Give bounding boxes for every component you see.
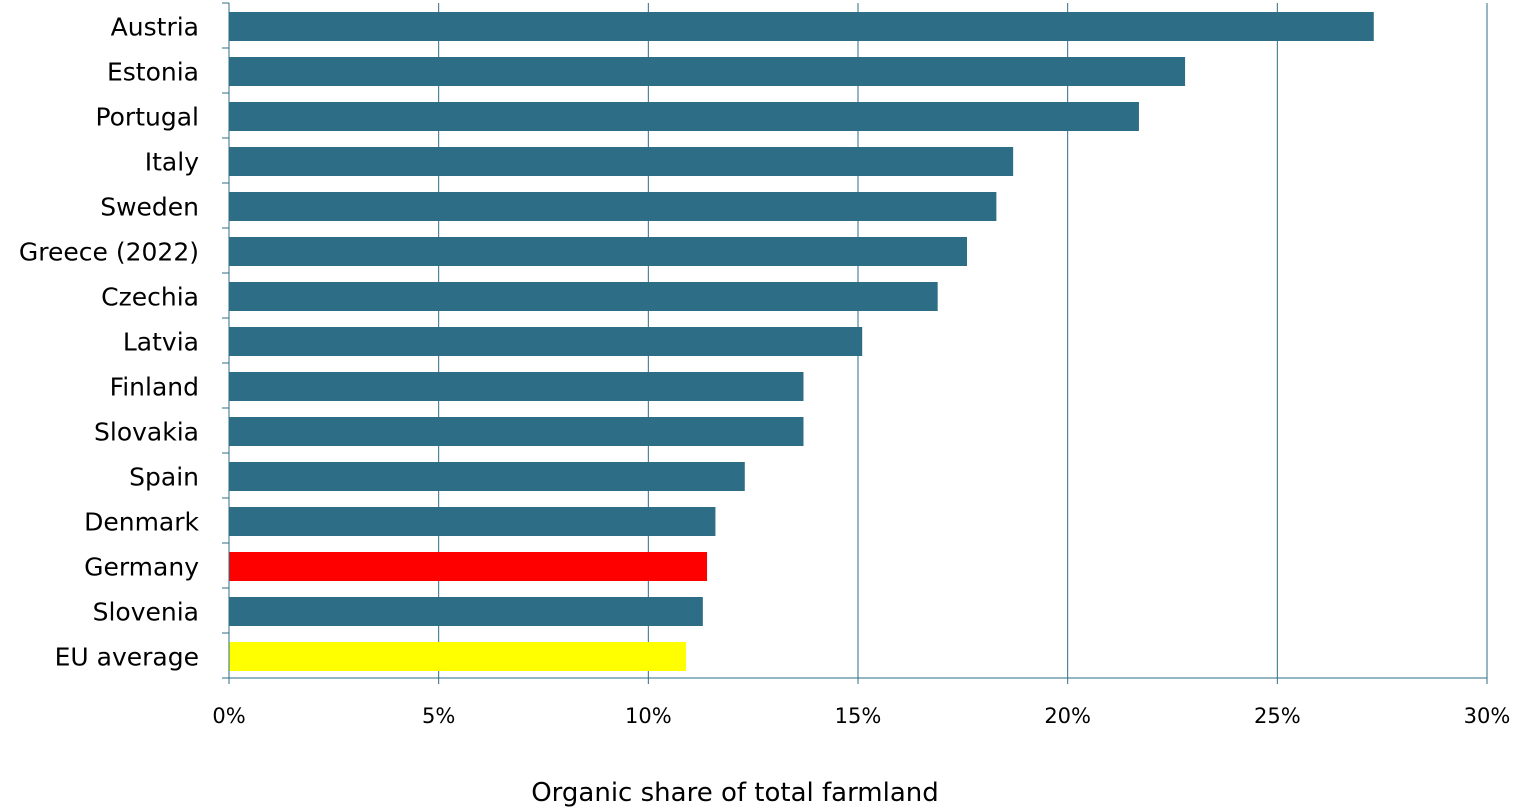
category-label: Latvia <box>123 328 199 357</box>
x-tick-label: 0% <box>212 704 245 728</box>
category-label: Germany <box>84 553 199 582</box>
bars <box>229 12 1374 671</box>
bar-portugal <box>229 102 1139 131</box>
bar-italy <box>229 147 1014 176</box>
bar-slovenia <box>229 597 703 626</box>
bar-germany <box>229 552 708 581</box>
category-label: Finland <box>110 373 199 402</box>
category-label: Greece (2022) <box>19 238 199 267</box>
bar-austria <box>229 12 1374 41</box>
x-tick-label: 30% <box>1464 704 1511 728</box>
category-label: Sweden <box>100 193 199 222</box>
category-labels: Austria Estonia Portugal Italy Sweden Greece … <box>19 13 200 672</box>
x-axis-title: Organic share of total farmland <box>531 778 939 808</box>
category-label: Slovenia <box>93 598 199 627</box>
axes <box>222 2 1488 684</box>
category-label: Spain <box>129 463 199 492</box>
category-label: EU average <box>55 643 199 672</box>
category-label: Estonia <box>107 58 199 87</box>
category-label: Italy <box>145 148 199 177</box>
bar-estonia <box>229 57 1186 86</box>
bar-finland <box>229 372 804 401</box>
x-tick-label: 10% <box>625 704 672 728</box>
bar-eu-average <box>229 642 687 671</box>
bar-latvia <box>229 327 863 356</box>
category-label: Austria <box>111 13 199 42</box>
x-tick-label: 20% <box>1044 704 1091 728</box>
x-tick-label: 5% <box>422 704 455 728</box>
bar-slovakia <box>229 417 804 446</box>
category-label: Denmark <box>84 508 199 537</box>
x-tick-label: 15% <box>835 704 882 728</box>
category-label: Czechia <box>101 283 199 312</box>
bar-denmark <box>229 507 716 536</box>
category-label: Slovakia <box>94 418 199 447</box>
bar-czechia <box>229 282 938 311</box>
bar-sweden <box>229 192 997 221</box>
bar-greece-2022 <box>229 237 968 266</box>
category-label: Portugal <box>95 103 199 132</box>
x-tick-label: 25% <box>1254 704 1301 728</box>
bar-spain <box>229 462 745 491</box>
x-tick-labels: 0% 5% 10% 15% 20% 25% 30% <box>212 704 1510 728</box>
